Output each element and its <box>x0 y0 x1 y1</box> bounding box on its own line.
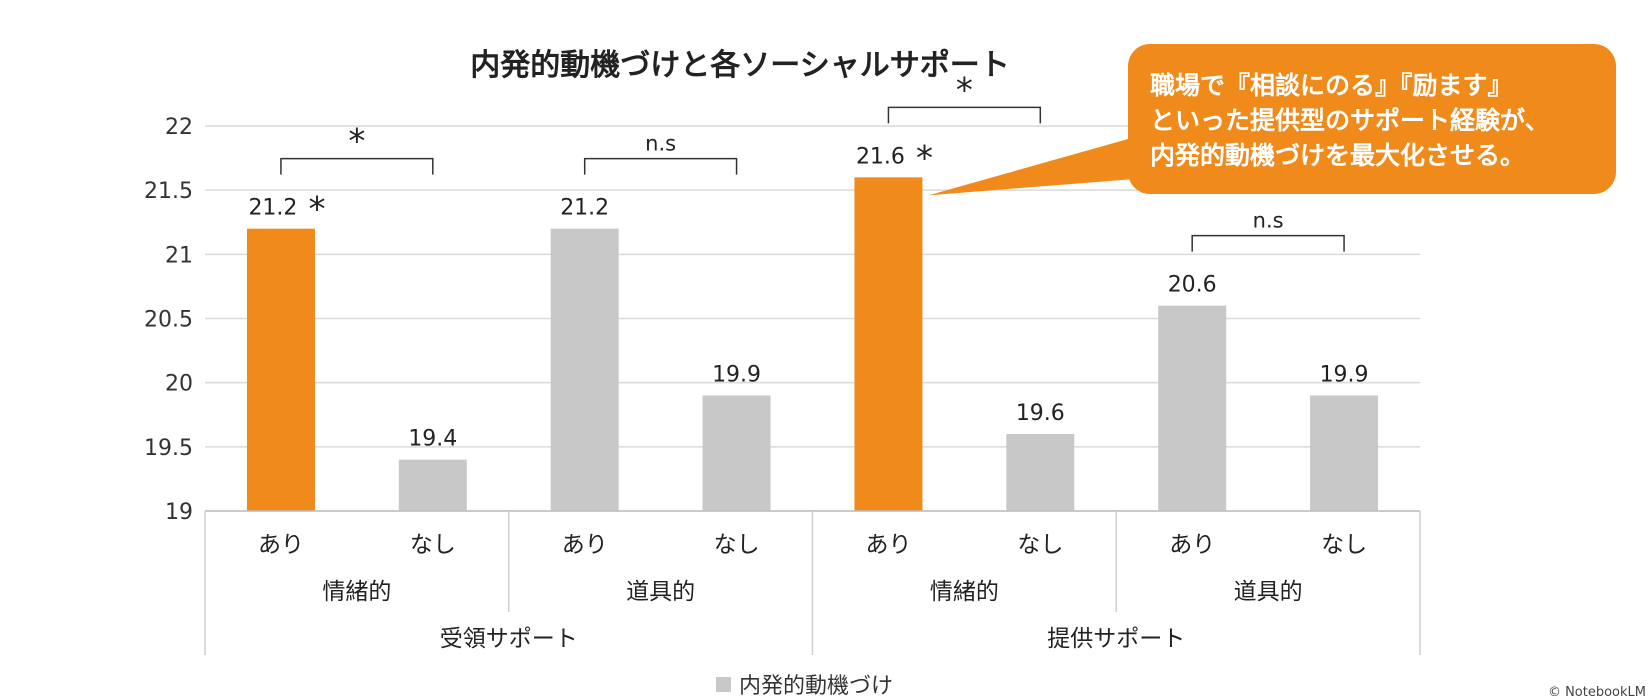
significance-bracket <box>583 157 738 175</box>
x-supergroup-label: 受領サポート <box>440 626 578 652</box>
bar <box>1310 395 1379 511</box>
data-label: 21.2 <box>560 196 609 221</box>
bar <box>550 228 619 511</box>
data-label: 19.6 <box>1016 401 1065 426</box>
callout-box: 職場で『相談にのる』『励ます』 といった提供型のサポート経験が、 内発的動機づけ… <box>1128 44 1616 194</box>
x-tick-label: なし <box>410 532 456 558</box>
callout-line-1: 職場で『相談にのる』『励ます』 <box>1150 71 1513 100</box>
x-tick-label: あり <box>562 532 608 558</box>
callout-line-2: といった提供型のサポート経験が、 <box>1150 106 1550 135</box>
bar <box>246 228 315 511</box>
bar <box>1158 305 1227 511</box>
bar <box>702 395 771 511</box>
x-tick-label: なし <box>714 532 760 558</box>
bar <box>1006 434 1075 511</box>
legend: 内発的動機づけ <box>716 668 893 700</box>
x-tick-label: あり <box>865 532 911 558</box>
significance-star: * <box>916 138 933 178</box>
y-tick-label: 19.5 <box>144 436 193 461</box>
x-tick-label: なし <box>1321 532 1367 558</box>
x-tick-label: なし <box>1017 532 1063 558</box>
bar <box>398 459 467 511</box>
significance-bracket <box>280 157 434 175</box>
x-tick-label: あり <box>1169 532 1215 558</box>
significance-label: * <box>956 70 973 110</box>
callout-tail <box>928 130 1172 196</box>
x-group-label: 道具的 <box>1234 579 1303 605</box>
y-tick-label: 21.5 <box>144 179 193 204</box>
y-tick-label: 22 <box>165 115 193 140</box>
y-tick-label: 20 <box>165 372 193 397</box>
x-group-label: 道具的 <box>626 579 695 605</box>
legend-label: 内発的動機づけ <box>739 674 894 699</box>
data-label: 20.6 <box>1168 273 1217 298</box>
x-supergroup-label: 提供サポート <box>1047 626 1185 652</box>
legend-swatch <box>716 676 731 692</box>
callout-line-3: 内発的動機づけを最大化させる。 <box>1150 141 1526 170</box>
y-tick-label: 19 <box>165 500 193 525</box>
significance-bracket <box>887 106 1042 124</box>
significance-label: n.s <box>645 132 676 156</box>
significance-bracket <box>1191 234 1345 252</box>
watermark: © NotebookLM <box>1547 685 1646 700</box>
data-label: 21.6 <box>856 144 905 169</box>
data-label: 19.4 <box>408 427 457 452</box>
chart-title: 内発的動機づけと各ソーシャルサポート <box>470 48 1010 83</box>
x-tick-label: あり <box>258 532 304 558</box>
data-label: 19.9 <box>712 363 761 388</box>
x-group-label: 情緒的 <box>322 579 391 605</box>
bar <box>854 177 923 512</box>
data-label: 21.2 <box>248 196 297 221</box>
y-tick-label: 21 <box>165 243 193 268</box>
data-label: 19.9 <box>1320 363 1369 388</box>
significance-label: * <box>348 122 365 162</box>
significance-star: * <box>308 190 325 230</box>
y-tick-label: 20.5 <box>144 308 193 333</box>
significance-label: n.s <box>1253 209 1284 233</box>
x-group-label: 情緒的 <box>930 579 999 605</box>
